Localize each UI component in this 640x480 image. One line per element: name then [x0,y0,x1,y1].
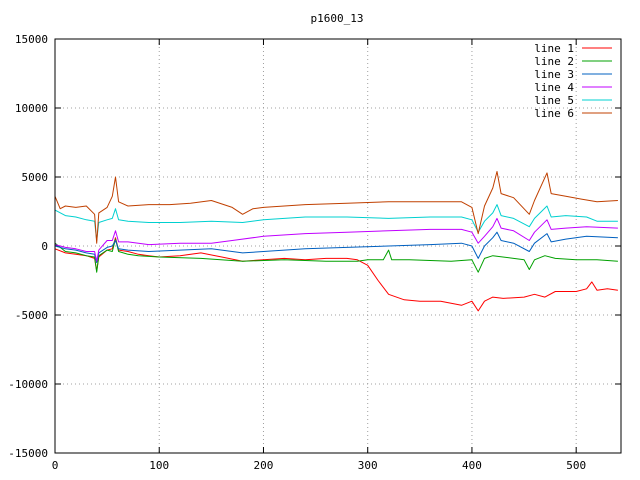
y-tick-label: 10000 [15,102,48,115]
y-tick-label: -15000 [8,447,48,460]
legend-label-1: line 1 [534,42,574,55]
series-lines [54,171,618,312]
axis-ticks: 0 100 200 300 400 500 -15000 -10000 -5000 0 5000 10… [8,33,621,472]
chart-title: p1600_13 [311,12,364,25]
y-tick-label: 15000 [15,33,48,46]
x-tick-label: 100 [149,459,169,472]
y-tick-label: 0 [41,240,48,253]
legend-label-2: line 2 [534,55,574,68]
legend-label-6: line 6 [534,107,574,120]
series-line-1 [54,237,618,312]
y-tick-label: -10000 [8,378,48,391]
x-tick-label: 200 [254,459,274,472]
y-tick-label: -5000 [15,309,48,322]
legend-label-5: line 5 [534,94,574,107]
plot-frame [54,38,622,454]
legend-label-4: line 4 [534,81,574,94]
legend-label-3: line 3 [534,68,574,81]
series-line-6 [54,171,618,244]
series-line-4 [54,217,618,262]
x-tick-label: 500 [566,459,586,472]
series-line-5 [54,204,618,241]
x-tick-label: 300 [358,459,378,472]
series-line-2 [54,238,618,273]
x-tick-label: 0 [52,459,59,472]
x-tick-label: 400 [462,459,482,472]
grid-lines [55,39,621,453]
y-tick-label: 5000 [22,171,49,184]
